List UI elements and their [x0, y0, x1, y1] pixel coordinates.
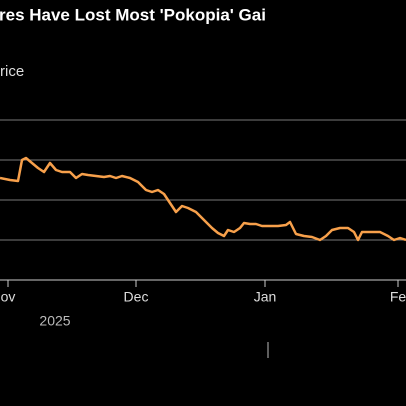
year-label: 2025 [39, 313, 70, 329]
chart-subtitle: rice [0, 63, 24, 80]
chart-title: res Have Lost Most 'Pokopia' Gai [0, 5, 266, 24]
x-tick-label: ov [1, 289, 16, 305]
line-series [0, 156, 406, 242]
x-tick-label: Fe [390, 289, 406, 305]
x-tick-label: Jan [254, 289, 277, 305]
x-tick-label: Dec [124, 289, 149, 305]
